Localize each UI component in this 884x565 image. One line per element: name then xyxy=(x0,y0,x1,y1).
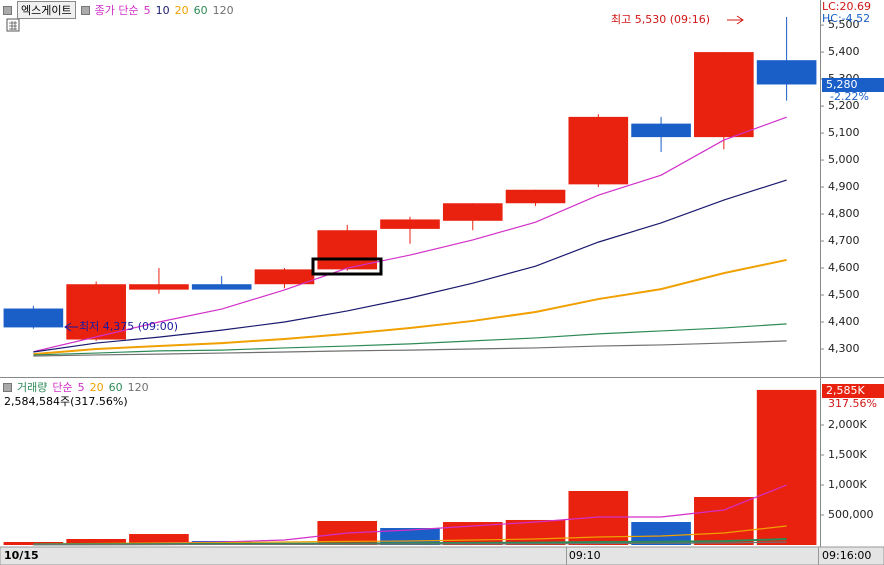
legend-entry[interactable]: 5 xyxy=(77,380,85,394)
y-tick-label: 4,500 xyxy=(828,288,860,301)
ma-label: 단순 xyxy=(52,381,73,394)
volume-bar xyxy=(129,534,189,545)
legend-icon[interactable] xyxy=(80,5,90,15)
ma-line xyxy=(33,323,787,356)
y-tick-label: 4,700 xyxy=(828,234,860,247)
legend-entry[interactable]: 60 xyxy=(193,3,208,17)
price-legend: 엑스게이트 종가 단순 5 10 20 60 120 xyxy=(3,1,234,19)
grid-icon-lines xyxy=(9,21,17,30)
volume-bar xyxy=(694,497,754,545)
volume-change-label: 317.56% xyxy=(828,397,877,410)
y-tick-label: 4,800 xyxy=(828,207,860,220)
candle-body xyxy=(568,116,629,185)
ma-line xyxy=(33,525,787,545)
candle-body xyxy=(631,123,691,138)
ma-line xyxy=(33,340,787,357)
ma-line xyxy=(33,179,787,353)
y-tick-label: 5,500 xyxy=(828,18,860,31)
low-arrow xyxy=(64,322,78,332)
legend-entry[interactable]: 20 xyxy=(174,3,189,17)
candle-body xyxy=(380,219,440,229)
price-label: 5,280 xyxy=(826,78,858,91)
candle-body xyxy=(505,189,566,204)
low-annotation: 최저 4,375 (09:00) xyxy=(79,320,178,333)
change-label: -2.22% xyxy=(830,90,869,103)
axis-labels: 4,300 4,400 4,500 4,600 4,700 4,800 4,900 5,000… xyxy=(4,18,874,562)
legend-entry[interactable]: 5 xyxy=(143,3,151,17)
volume-info: 2,584,584주(317.56%) xyxy=(4,393,128,409)
ma-label: 종가 단순 xyxy=(94,4,139,17)
volume-label: 2,585K xyxy=(826,384,865,397)
volume-bar xyxy=(756,389,817,545)
ma-line xyxy=(33,258,787,356)
candle-body xyxy=(317,230,378,270)
price-label-box xyxy=(822,78,884,92)
legend-icon[interactable] xyxy=(3,5,12,15)
y-tick-label: 500,000 xyxy=(828,508,874,521)
price-panel xyxy=(3,17,817,357)
x-tick-label: 09:10 xyxy=(569,549,601,562)
legend-icon[interactable] xyxy=(3,382,12,392)
volume-bar xyxy=(66,539,126,545)
lc-label: LC:20.69 xyxy=(822,0,871,13)
candle-body xyxy=(66,284,126,340)
y-tick-label: 4,400 xyxy=(828,315,860,328)
y-tick-label: 5,100 xyxy=(828,126,860,139)
candle-body xyxy=(191,284,252,290)
high-arrow xyxy=(727,15,744,25)
legend-entry[interactable]: 120 xyxy=(212,3,234,17)
y-tick-label: 1,500K xyxy=(828,448,867,461)
y-tick-label: 4,900 xyxy=(828,180,860,193)
volume-panel xyxy=(3,389,817,546)
y-tick-label: 5,000 xyxy=(828,153,860,166)
candle-body xyxy=(442,203,503,221)
stock-name[interactable]: 엑스게이트 xyxy=(17,1,76,19)
volume-bar xyxy=(505,519,566,545)
volume-label-box xyxy=(822,384,884,398)
y-tick-label: 4,600 xyxy=(828,261,860,274)
x-axis-bar xyxy=(0,546,884,565)
volume-legend: 거래량 단순 5 20 60 120 xyxy=(3,379,149,395)
y-tick-label: 1,000K xyxy=(828,478,867,491)
time-label: 09:16:00 xyxy=(822,549,871,562)
legend-entry[interactable]: 10 xyxy=(155,3,170,17)
highlight-box xyxy=(311,257,383,276)
candle-body xyxy=(694,52,754,138)
grid-icon[interactable] xyxy=(6,18,20,32)
candle-body xyxy=(3,308,64,328)
ma-line xyxy=(33,541,787,546)
candle-body xyxy=(756,60,817,85)
y-tick-label: 4,300 xyxy=(828,342,860,355)
legend-entry[interactable]: 60 xyxy=(108,380,123,394)
volume-title: 거래량 xyxy=(17,381,48,394)
volume-bar xyxy=(631,522,691,545)
candle-body xyxy=(254,269,315,285)
candle-body xyxy=(129,284,189,290)
legend-entry[interactable]: 120 xyxy=(127,380,149,394)
volume-info-label: 2,584,584주(317.56%) xyxy=(4,395,128,408)
high-annotation: 최고 5,530 (09:16) xyxy=(611,13,710,26)
legend-entry[interactable]: 20 xyxy=(89,380,104,394)
x-tick-label: 10/15 xyxy=(4,549,39,562)
ma-line xyxy=(33,116,787,353)
hc-label: HC:-4.52 xyxy=(822,12,870,25)
y-tick-label: 5,200 xyxy=(828,99,860,112)
y-tick-label: 5,400 xyxy=(828,45,860,58)
y-tick-label: 2,000K xyxy=(828,418,867,431)
